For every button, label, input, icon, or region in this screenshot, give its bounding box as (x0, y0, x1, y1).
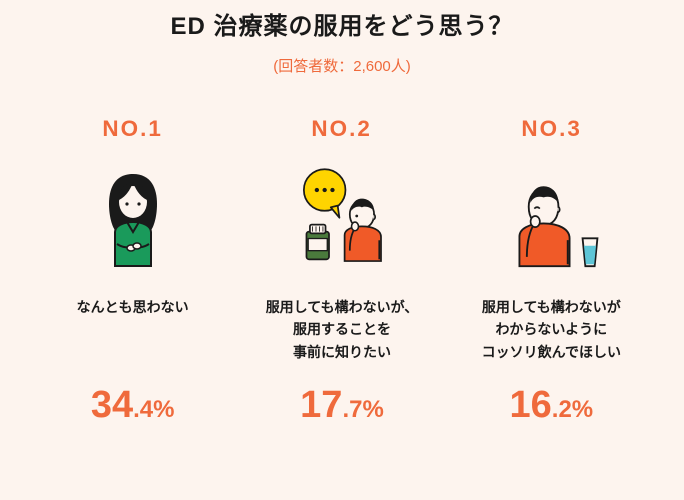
pct-small: .4% (133, 396, 174, 423)
ranking-columns: NO.1 (0, 116, 684, 427)
rank-label: NO.3 (521, 116, 582, 142)
pct-small: .7% (342, 396, 383, 423)
pct-small: .2% (552, 396, 593, 423)
caption: 服用しても構わないが わからないように コッソリ飲んでほしい (482, 296, 621, 366)
page-subtitle: (回答者数：2,600人) (0, 55, 684, 76)
page-title: ED 治療薬の服用をどう思う？ (0, 0, 684, 41)
illustration-man-glass (486, 156, 616, 276)
ranking-item: NO.1 (28, 116, 237, 427)
percentage: 16.2% (510, 384, 594, 427)
caption: 服用しても構わないが、 服用することを 事前に知りたい (266, 296, 419, 366)
illustration-man-speech (277, 156, 407, 276)
pct-big: 16 (510, 384, 552, 426)
caption: なんとも思わない (77, 296, 189, 366)
rank-label: NO.2 (312, 116, 373, 142)
pct-big: 34 (91, 384, 133, 426)
pct-big: 17 (300, 384, 342, 426)
rank-label: NO.1 (102, 116, 163, 142)
ranking-item: NO.2 (237, 116, 446, 427)
ranking-item: NO.3 服用しても (447, 116, 656, 427)
percentage: 34.4% (91, 384, 175, 427)
illustration-woman (68, 156, 198, 276)
percentage: 17.7% (300, 384, 384, 427)
